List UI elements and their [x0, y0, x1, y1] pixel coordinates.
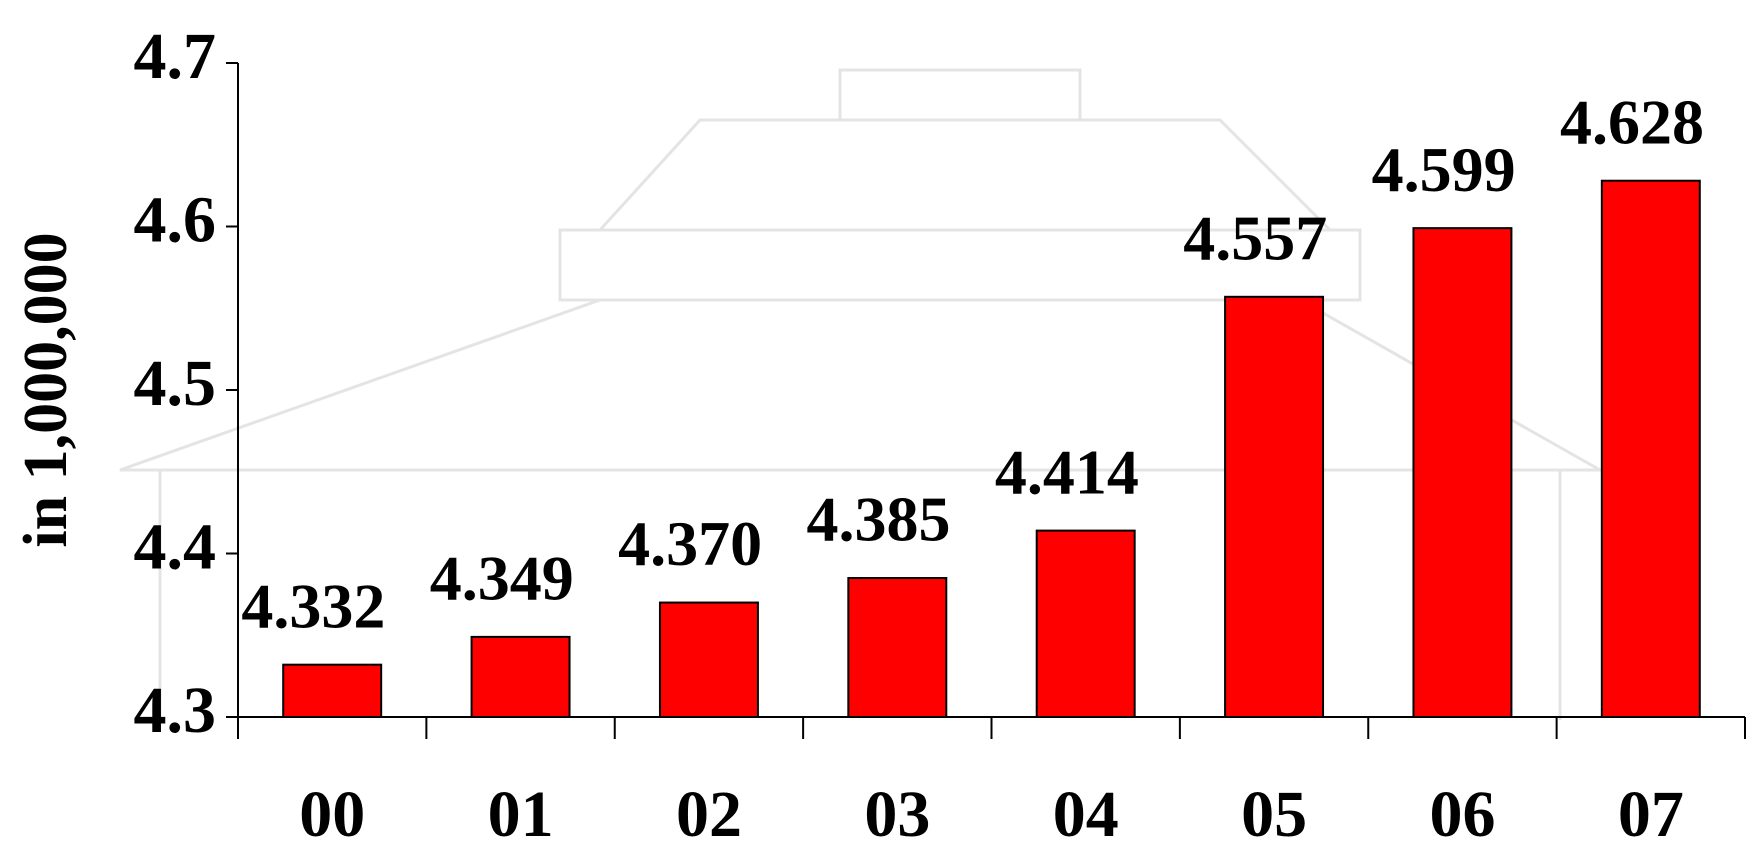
x-tick-label: 07	[1618, 778, 1684, 847]
value-label: 4.385	[806, 484, 950, 555]
y-tick-label: 4.4	[134, 511, 217, 584]
value-label: 4.349	[430, 543, 574, 614]
value-label: 4.557	[1183, 202, 1327, 273]
x-tick-label: 04	[1053, 778, 1119, 847]
bar	[1224, 295, 1325, 718]
y-tick-label: 4.7	[134, 20, 217, 93]
value-label: 4.628	[1560, 86, 1704, 157]
y-tick-label: 4.6	[134, 184, 217, 257]
y-tick-label: 4.3	[134, 674, 217, 747]
bar	[282, 663, 383, 718]
bar	[1412, 227, 1513, 718]
y-tick-label: 4.5	[134, 347, 217, 420]
x-tick-label: 01	[488, 778, 554, 847]
x-tick-label: 06	[1429, 778, 1495, 847]
bar	[847, 577, 948, 719]
bar	[658, 601, 759, 718]
value-label: 4.599	[1372, 134, 1516, 205]
y-axis-label: in 1,000,000	[12, 232, 80, 547]
x-tick-label: 02	[676, 778, 742, 847]
x-tick-label: 00	[299, 778, 365, 847]
value-label: 4.332	[241, 570, 385, 641]
x-tick-label: 05	[1241, 778, 1307, 847]
x-tick-label: 03	[864, 778, 930, 847]
bar	[1035, 529, 1136, 718]
value-label: 4.414	[995, 436, 1139, 507]
bar	[1600, 179, 1701, 719]
bar	[470, 635, 571, 719]
value-label: 4.370	[618, 508, 762, 579]
